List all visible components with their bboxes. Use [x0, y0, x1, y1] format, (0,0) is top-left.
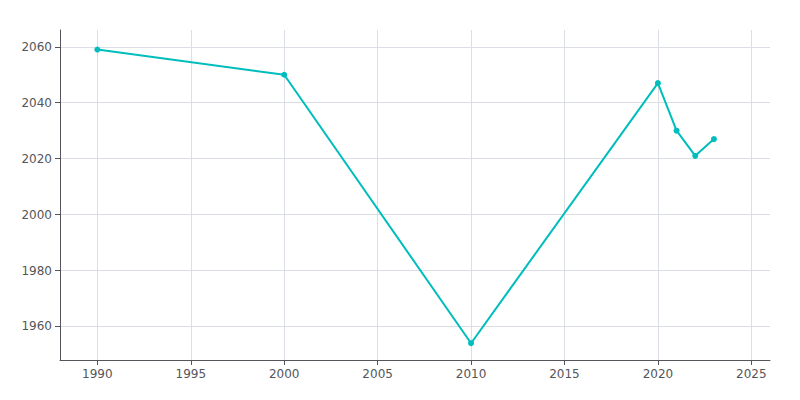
svg-text:2020: 2020: [643, 367, 674, 381]
svg-text:1980: 1980: [21, 264, 52, 278]
svg-text:2010: 2010: [456, 367, 487, 381]
svg-text:1990: 1990: [82, 367, 113, 381]
svg-text:2005: 2005: [362, 367, 393, 381]
svg-text:1960: 1960: [21, 319, 52, 333]
svg-text:2060: 2060: [21, 40, 52, 54]
svg-text:2025: 2025: [736, 367, 767, 381]
svg-text:2000: 2000: [21, 208, 52, 222]
svg-text:2020: 2020: [21, 152, 52, 166]
svg-text:2040: 2040: [21, 96, 52, 110]
svg-text:1995: 1995: [176, 367, 207, 381]
svg-text:2015: 2015: [549, 367, 580, 381]
svg-text:2000: 2000: [269, 367, 300, 381]
